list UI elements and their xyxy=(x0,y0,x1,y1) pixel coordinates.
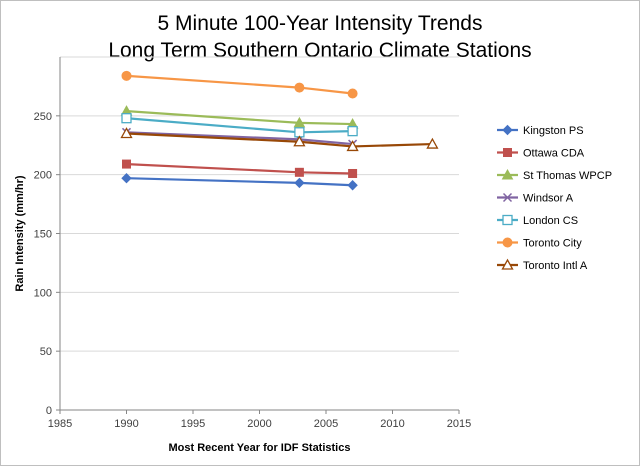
x-tick-label: 2000 xyxy=(247,418,271,430)
series-line-st-thomas-wpcp xyxy=(126,110,353,126)
legend-marker-toronto-city xyxy=(502,237,513,248)
legend-label-windsor-a: Windsor A xyxy=(523,193,574,205)
x-tick-label: 1995 xyxy=(181,418,205,430)
legend-marker-st-thomas-wpcp xyxy=(501,168,514,180)
y-tick-label: 150 xyxy=(34,229,52,241)
y-tick-label: 0 xyxy=(46,405,52,417)
y-tick-label: 250 xyxy=(34,111,52,123)
chart-title: 5 Minute 100-Year Intensity Trends Long … xyxy=(0,10,640,64)
chart-title-line-1: 5 Minute 100-Year Intensity Trends xyxy=(157,12,483,35)
x-tick-label: 1990 xyxy=(114,418,138,430)
legend-marker-windsor-a-stroke xyxy=(502,192,513,203)
data-point-toronto-city xyxy=(294,82,305,93)
legend-label-st-thomas-wpcp: St Thomas WPCP xyxy=(523,170,612,182)
legend-label-kingston-ps: Kingston PS xyxy=(523,125,584,137)
legend-label-toronto-intl-a: Toronto Intl A xyxy=(523,260,588,272)
data-point-kingston-ps xyxy=(347,180,358,191)
x-axis-label: Most Recent Year for IDF Statistics xyxy=(169,442,351,454)
data-point-kingston-ps xyxy=(294,177,305,189)
legend-label-toronto-city: Toronto City xyxy=(523,238,582,250)
legend-marker-london-cs xyxy=(502,214,513,226)
y-axis-label: Rain Intensity (mm/hr) xyxy=(14,175,26,291)
y-tick-label: 200 xyxy=(34,170,52,182)
legend-label-ottawa-cda: Ottawa CDA xyxy=(523,148,585,160)
series-line-toronto-intl-a xyxy=(126,132,433,148)
series-line-toronto-city xyxy=(126,74,353,95)
data-point-toronto-intl-a xyxy=(346,140,359,152)
data-point-ottawa-cda xyxy=(122,159,131,169)
y-tick-label: 50 xyxy=(40,346,52,358)
chart-title-line-2: Long Term Southern Ontario Climate Stati… xyxy=(108,39,532,62)
data-point-toronto-city xyxy=(121,70,132,81)
series-line-kingston-ps xyxy=(126,177,353,187)
data-point-toronto-intl-a xyxy=(120,127,133,139)
legend-marker-kingston-ps xyxy=(502,124,513,136)
data-point-st-thomas-wpcp xyxy=(293,116,306,128)
data-point-ottawa-cda xyxy=(294,167,304,177)
data-point-toronto-intl-a xyxy=(426,137,439,149)
data-point-toronto-city xyxy=(347,88,358,99)
x-tick-label: 2010 xyxy=(380,418,404,430)
series-line-london-cs xyxy=(126,117,353,134)
data-point-ottawa-cda xyxy=(348,168,358,178)
series-line-ottawa-cda xyxy=(126,162,353,175)
legend-label-london-cs: London CS xyxy=(523,215,578,227)
legend-marker-toronto-intl-a xyxy=(501,258,514,270)
y-tick-label: 100 xyxy=(34,287,52,299)
legend-marker-windsor-a xyxy=(502,192,513,203)
x-tick-label: 2015 xyxy=(447,418,471,430)
data-point-toronto-intl-a xyxy=(293,135,306,147)
data-point-london-cs xyxy=(347,125,358,137)
data-point-london-cs xyxy=(121,113,132,124)
x-tick-label: 2005 xyxy=(314,418,338,430)
legend-marker-ottawa-cda xyxy=(503,148,512,157)
data-point-kingston-ps xyxy=(121,172,132,184)
x-tick-label: 1985 xyxy=(48,418,72,430)
